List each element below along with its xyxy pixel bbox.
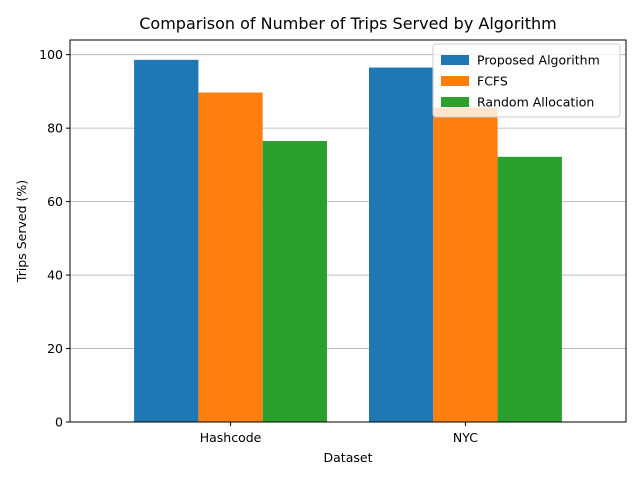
legend-label-proposed-algorithm: Proposed Algorithm — [477, 53, 600, 68]
bar-proposed-algorithm-nyc — [368, 67, 434, 422]
x-tick-label-hashcode: Hashcode — [200, 430, 262, 445]
chart-title: Comparison of Number of Trips Served by … — [139, 14, 556, 33]
plot-frame — [69, 39, 627, 423]
legend-swatch-random-allocation — [441, 97, 469, 107]
y-tick-label-0: 0 — [55, 415, 63, 430]
legend-box — [432, 43, 621, 118]
legend-swatch-fcfs — [441, 76, 469, 86]
legend-label-random-allocation: Random Allocation — [477, 95, 594, 110]
bar-fcfs-hashcode — [198, 92, 263, 423]
x-axis-label: Dataset — [324, 450, 373, 465]
legend-swatch-proposed-algorithm — [441, 55, 469, 65]
legend-label-fcfs: FCFS — [477, 74, 508, 89]
x-tick-label-nyc: NYC — [453, 430, 478, 445]
y-axis-ticks: 0 20 40 60 80 100 — [39, 47, 70, 430]
bar-random-allocation-hashcode — [262, 141, 328, 422]
bars — [134, 59, 562, 423]
y-tick-label-100: 100 — [39, 47, 63, 62]
y-tick-label-20: 20 — [47, 341, 63, 356]
y-tick-label-60: 60 — [47, 194, 63, 209]
bar-fcfs-nyc — [433, 107, 498, 422]
legend: Proposed Algorithm FCFS Random Allocation — [432, 43, 621, 118]
bar-proposed-algorithm-hashcode — [134, 59, 199, 422]
y-axis-label: Trips Served (%) — [14, 180, 29, 283]
x-axis-ticks: Hashcode NYC — [200, 422, 478, 445]
bar-random-allocation-nyc — [497, 156, 562, 423]
y-tick-label-80: 80 — [47, 121, 63, 136]
y-tick-label-40: 40 — [47, 268, 63, 283]
